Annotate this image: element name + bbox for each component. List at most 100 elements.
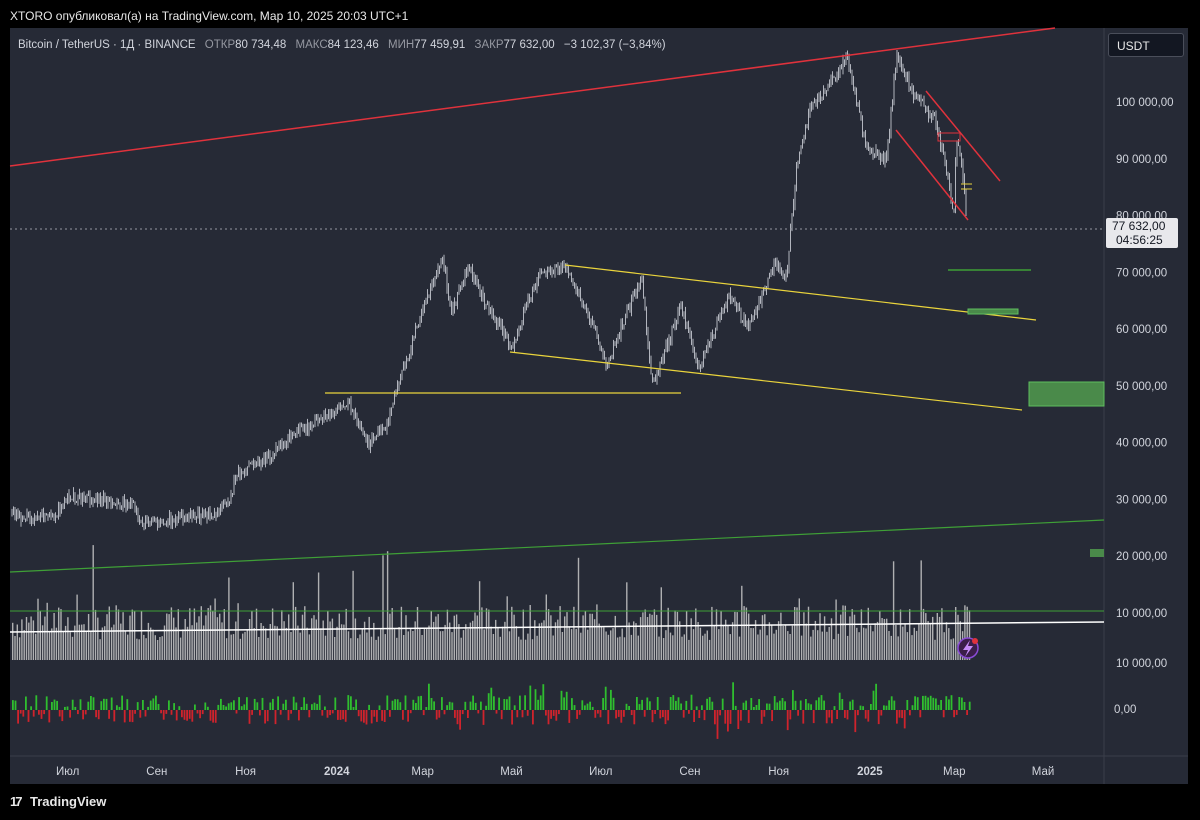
histogram-bar — [701, 705, 703, 710]
volume-bar — [288, 614, 290, 660]
volume-bar — [573, 606, 575, 660]
volume-bar — [817, 630, 819, 660]
histogram-bar — [417, 696, 420, 710]
histogram-bar — [532, 710, 534, 725]
histogram-bar — [833, 706, 836, 710]
histogram-bar — [597, 710, 599, 714]
volume-bar — [688, 639, 690, 660]
volume-bar — [483, 629, 485, 660]
symbol-name[interactable]: Bitcoin / TetherUS · 1Д · BINANCE — [18, 39, 196, 51]
volume-bar — [727, 625, 729, 660]
histogram-bar — [823, 700, 825, 710]
volume-bar — [446, 609, 449, 660]
histogram-bar — [963, 702, 966, 710]
volume-bar — [840, 614, 842, 660]
volume-bar — [584, 611, 587, 660]
volume-bar — [297, 625, 299, 660]
histogram-bar — [69, 710, 71, 718]
histogram-bar — [581, 700, 584, 710]
volume-bar — [913, 627, 915, 660]
histogram-bar — [391, 700, 394, 710]
volume-bar — [331, 618, 334, 660]
histogram-bar — [482, 710, 485, 725]
histogram-bar — [142, 700, 144, 710]
histogram-bar — [222, 705, 225, 710]
volume-bar — [660, 587, 662, 660]
volume-bar — [124, 630, 127, 660]
volume-bar — [754, 620, 757, 660]
volume-bar — [842, 605, 844, 660]
volume-bar — [140, 610, 143, 660]
volume-bar — [587, 629, 589, 660]
volume-bar — [396, 637, 398, 660]
volume-bar — [952, 638, 955, 660]
time-axis-label: 2024 — [324, 766, 350, 778]
price-axis-label: 30 000,00 — [1116, 494, 1167, 506]
histogram-bar — [467, 710, 469, 718]
time-axis-label: Сен — [146, 766, 167, 778]
volume-bar — [810, 636, 812, 660]
histogram-bar — [589, 701, 591, 710]
volume-bar — [633, 621, 635, 660]
histogram-bar — [199, 710, 201, 719]
volume-bar — [193, 608, 196, 660]
price-axis-label: 100 000,00 — [1116, 97, 1174, 109]
low-value: 77 459,91 — [414, 39, 466, 51]
volume-bar — [890, 635, 892, 660]
volume-bar — [626, 582, 628, 660]
volume-bar — [426, 628, 428, 660]
histogram-bar — [646, 697, 649, 710]
histogram-bar — [643, 710, 646, 717]
histogram-bar — [937, 704, 940, 710]
histogram-bar — [526, 710, 529, 716]
volume-bar — [76, 594, 78, 660]
volume-bar — [35, 633, 37, 660]
histogram-bar — [656, 697, 659, 710]
volume-bar — [373, 622, 375, 660]
volume-bar — [600, 626, 603, 660]
volume-bar — [874, 623, 876, 660]
histogram-bar — [914, 696, 916, 710]
histogram-bar — [240, 706, 243, 710]
histogram-bar — [929, 695, 932, 710]
histogram-bar — [295, 702, 298, 710]
volume-bar — [55, 627, 58, 660]
histogram-bar — [186, 710, 188, 721]
histogram-bar — [66, 706, 69, 710]
histogram-bar — [799, 700, 802, 710]
volume-bar — [607, 634, 610, 660]
publish-info: XTORO опубликовал(а) на TradingView.com,… — [10, 9, 409, 23]
histogram-bar — [966, 710, 968, 715]
volume-bar — [92, 545, 94, 660]
histogram-zero-label: 0,00 — [1114, 704, 1136, 716]
volume-bar — [708, 639, 711, 660]
time-axis-label: Май — [500, 766, 523, 778]
histogram-bar — [607, 710, 610, 725]
histogram-bar — [178, 706, 181, 710]
histogram-bar — [220, 698, 222, 710]
histogram-bar — [433, 701, 435, 710]
volume-bar — [823, 616, 826, 660]
histogram-bar — [103, 698, 105, 710]
volume-bar — [492, 634, 495, 660]
volume-bar — [513, 614, 515, 660]
histogram-bar — [755, 705, 758, 710]
histogram-bar — [599, 710, 602, 718]
histogram-bar — [768, 703, 771, 710]
histogram-bar — [292, 696, 295, 710]
volume-bar — [591, 613, 593, 660]
histogram-bar — [324, 706, 326, 710]
currency-button[interactable]: USDT — [1108, 33, 1184, 57]
histogram-bar — [43, 710, 45, 715]
tradingview-logo[interactable]: 17 TradingView — [10, 794, 106, 809]
histogram-bar — [594, 710, 597, 718]
volume-bar — [564, 616, 566, 660]
volume-bar — [276, 626, 278, 660]
volume-bar — [143, 634, 145, 660]
volume-bar — [805, 623, 807, 660]
volume-bar — [28, 622, 30, 660]
histogram-bar — [841, 699, 844, 710]
histogram-bar — [399, 702, 402, 710]
histogram-bar — [350, 696, 352, 710]
